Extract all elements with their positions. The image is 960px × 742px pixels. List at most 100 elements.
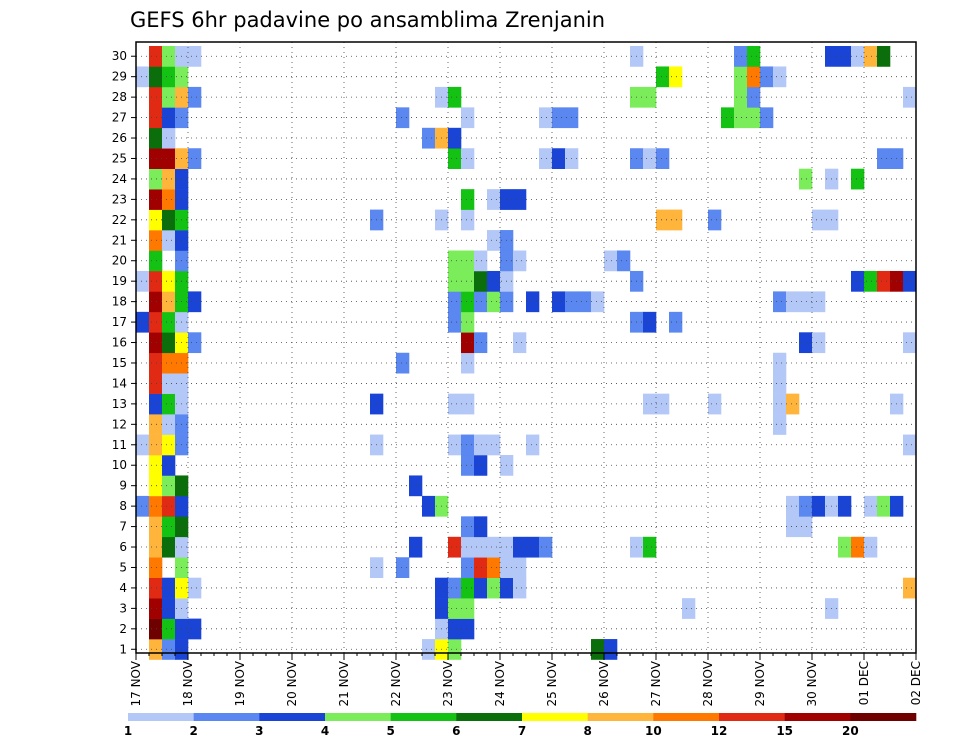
cell-m24-s55 [851,168,865,190]
xtick-label-4: 21 NOV [337,660,351,706]
xtick-label-5: 22 NOV [389,660,403,706]
cell-m8-s1 [149,495,163,517]
colorbar-label-6: 7 [518,724,526,738]
cell-m12-s1 [149,414,163,435]
cell-m21-s1 [149,230,163,251]
xtick-label-6: 23 NOV [441,660,455,706]
cell-m14-s49 [773,373,787,394]
cell-m25-s25 [461,148,475,169]
gridlines [136,42,916,653]
cell-m22-s40 [656,209,670,231]
cell-m6-s2 [162,536,176,558]
cell-m17-s2 [162,311,176,333]
cell-m5-s27 [487,557,501,578]
colorbar-swatch-3 [325,713,391,721]
ytick-label-6: 6 [119,540,127,554]
cell-m18-s49 [773,291,787,313]
cell-m29-s1 [149,66,163,88]
cell-m27-s2 [162,107,176,129]
colorbar-swatch-0 [128,713,194,721]
cell-m26-s2 [162,127,176,149]
cell-m11-s30 [526,434,540,456]
cell-m24-s1 [149,168,163,190]
cell-m25-s57 [877,148,891,169]
cell-m29-s0 [136,66,150,88]
cell-m3-s1 [149,598,163,619]
cell-m11-s2 [162,434,176,456]
xtick-label-0: 17 NOV [129,660,143,706]
cell-m30-s57 [877,46,891,67]
ytick-label-26: 26 [112,131,127,145]
cell-m13-s40 [656,393,670,415]
cell-m25-s24 [448,148,462,169]
cell-m1-s35 [591,639,605,660]
cell-m8-s56 [864,495,878,517]
cell-m27-s1 [149,107,163,129]
cell-m8-s51 [799,495,813,517]
colorbar-label-8: 10 [645,724,662,738]
cell-m17-s39 [643,311,657,333]
cell-m15-s1 [149,352,163,374]
cell-m17-s0 [136,311,150,333]
xtick-label-2: 19 NOV [233,660,247,706]
cell-m1-s1 [149,639,163,660]
cell-m16-s2 [162,332,176,354]
cell-m26-s22 [422,127,436,149]
cell-m6-s21 [409,536,423,558]
cell-m13-s49 [773,393,787,415]
colorbar-swatch-9 [719,713,785,721]
cell-m7-s25 [461,516,475,538]
colorbar-label-7: 8 [583,724,591,738]
colorbar-label-1: 2 [189,724,197,738]
ytick-label-21: 21 [112,233,127,247]
cell-m28-s47 [747,86,761,108]
chart-title: GEFS 6hr padavine po ansamblima Zrenjani… [130,8,605,32]
cell-m25-s39 [643,148,657,169]
cell-m30-s4 [188,46,202,67]
ytick-label-9: 9 [119,479,127,493]
cell-m20-s37 [617,250,631,272]
cell-m18-s2 [162,291,176,313]
ytick-label-16: 16 [112,336,127,350]
cell-m19-s24 [448,270,462,292]
cell-m26-s24 [448,127,462,149]
cell-m16-s1 [149,332,163,354]
cell-m4-s27 [487,577,501,599]
cell-m17-s41 [669,311,683,333]
cell-m18-s24 [448,291,462,313]
heatmap-cells [136,46,917,660]
ytick-label-15: 15 [112,356,127,370]
ytick-label-10: 10 [112,458,127,472]
cell-m15-s49 [773,352,787,374]
xtick-label-10: 27 NOV [649,660,663,706]
xtick-label-1: 18 NOV [181,660,195,706]
cell-m25-s1 [149,148,163,169]
cell-m4-s1 [149,577,163,599]
cell-m4-s59 [903,577,917,599]
ytick-label-1: 1 [119,642,127,656]
cell-m23-s29 [513,189,527,210]
cell-m11-s1 [149,434,163,456]
cell-m16-s52 [812,332,826,354]
colorbar-label-4: 5 [386,724,394,738]
cell-m5-s25 [461,557,475,578]
cell-m18-s51 [799,291,813,313]
cell-m6-s39 [643,536,657,558]
cell-m6-s30 [526,536,540,558]
cell-m18-s35 [591,291,605,313]
cell-m25-s4 [188,148,202,169]
ytick-label-4: 4 [119,581,127,595]
ytick-label-29: 29 [112,70,127,84]
colorbar-label-5: 6 [452,724,460,738]
cell-m4-s29 [513,577,527,599]
cell-m18-s1 [149,291,163,313]
cell-m16-s29 [513,332,527,354]
ytick-label-22: 22 [112,213,127,227]
cell-m25-s40 [656,148,670,169]
cell-m20-s1 [149,250,163,272]
cell-m9-s21 [409,475,423,497]
cell-m18-s52 [812,291,826,313]
cell-m19-s2 [162,270,176,292]
colorbar-label-10: 15 [776,724,793,738]
cell-m2-s25 [461,618,475,640]
